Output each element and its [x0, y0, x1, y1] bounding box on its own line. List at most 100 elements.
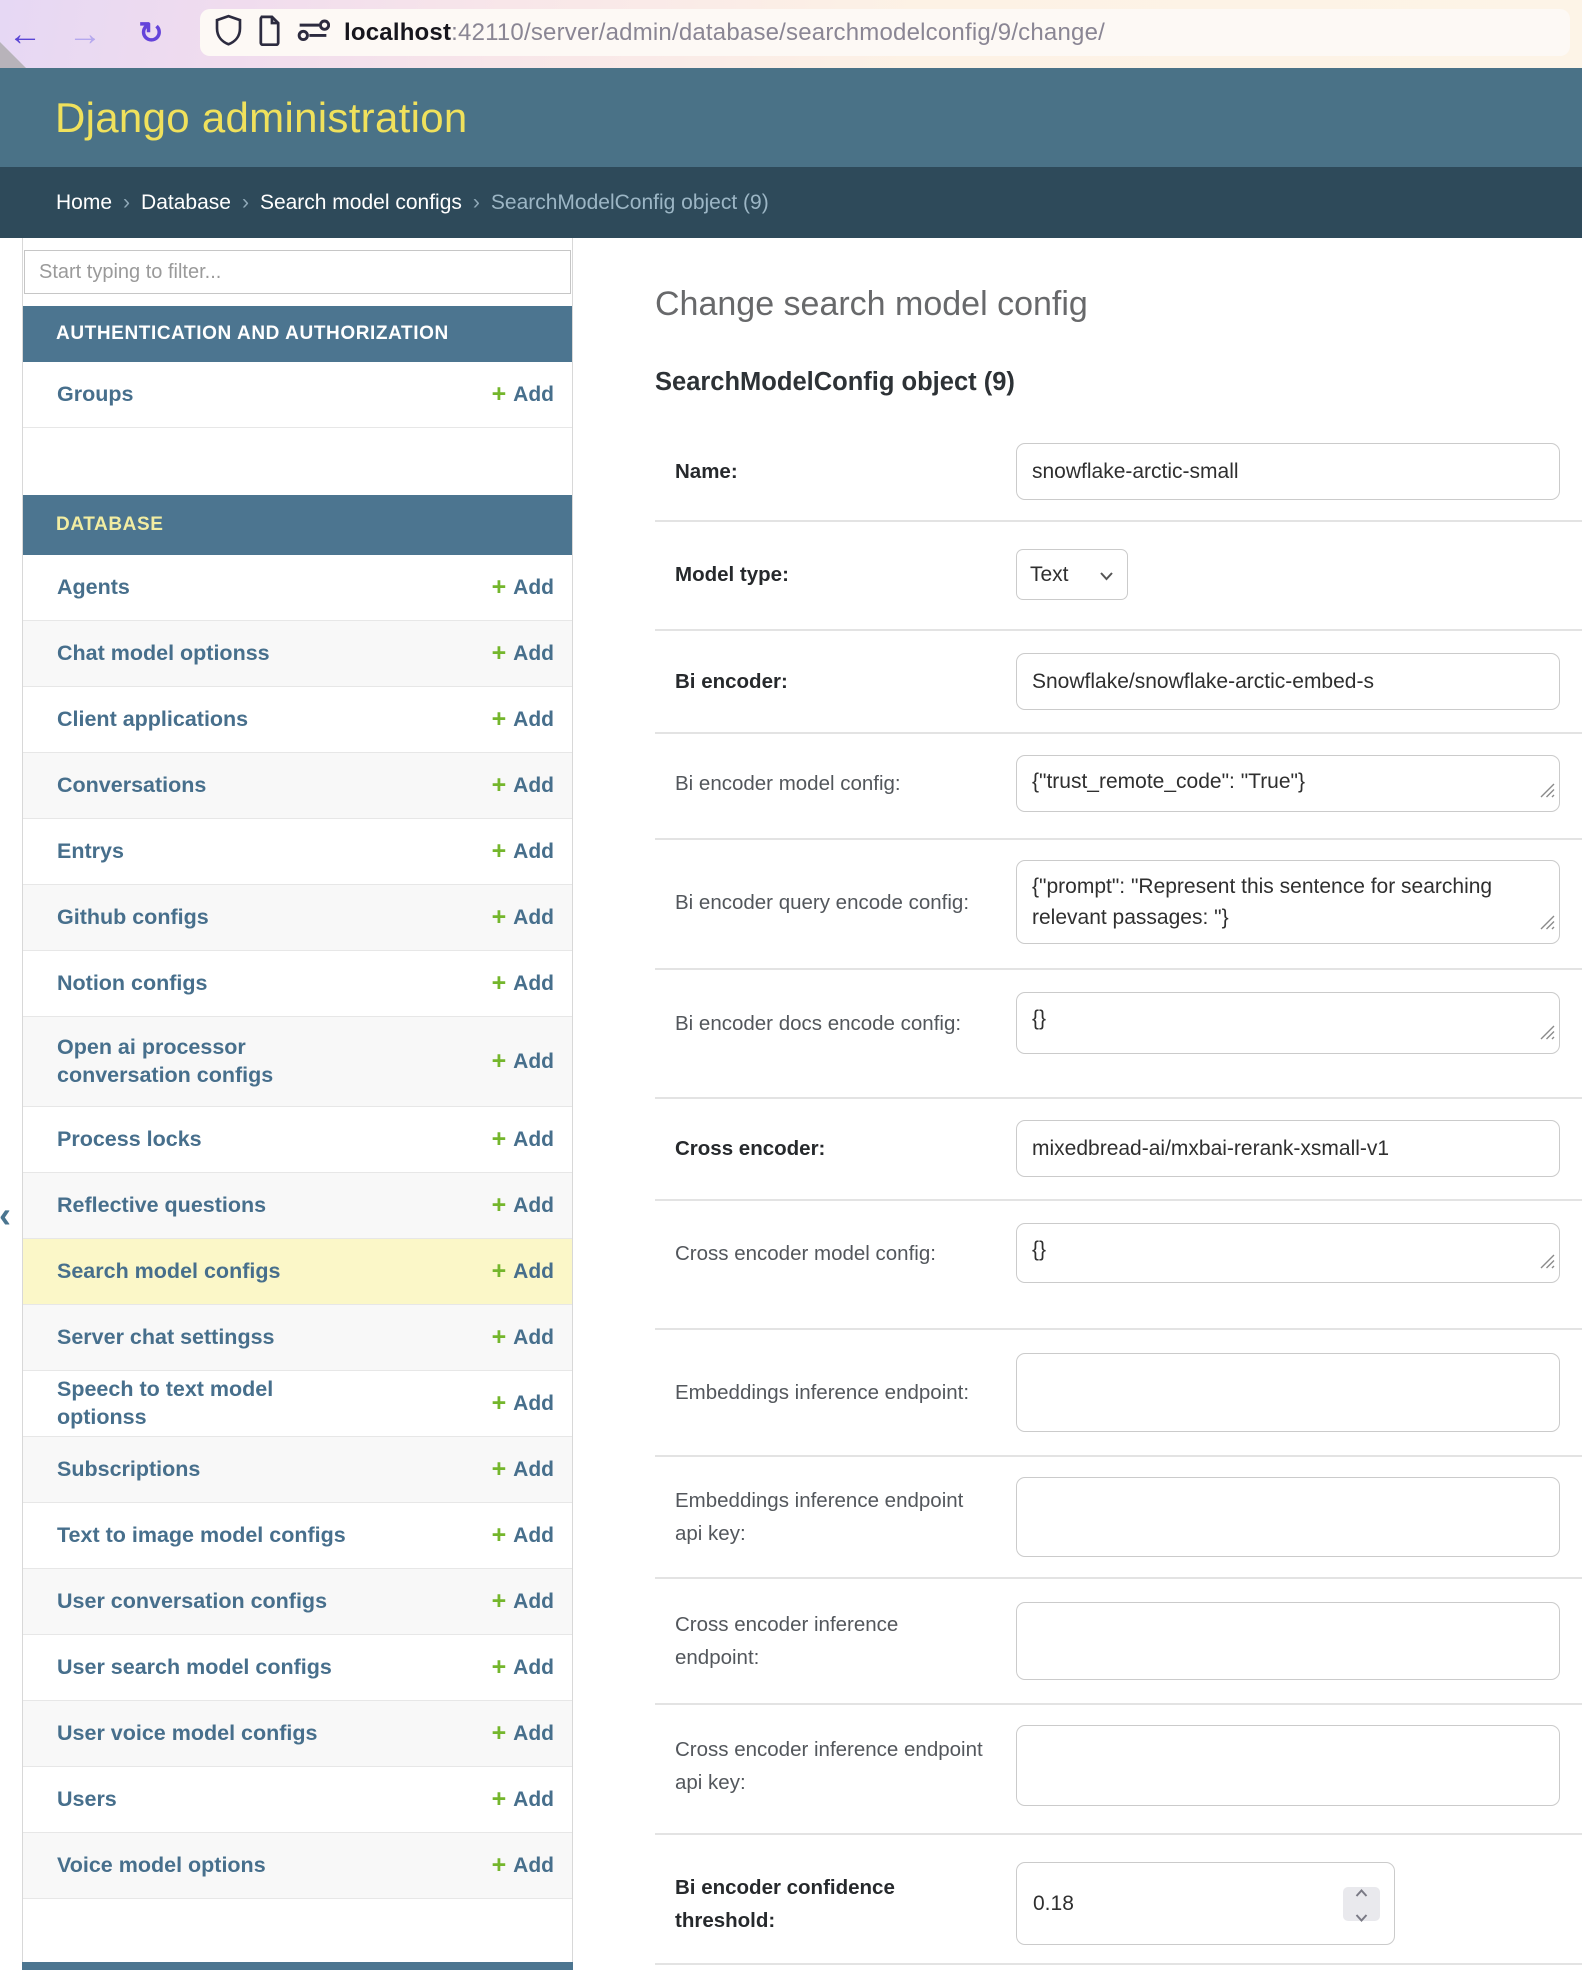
field-input[interactable] — [1016, 1477, 1560, 1557]
field-label: Cross encoder: — [675, 1137, 826, 1160]
sidebar-add-link[interactable]: + Add — [491, 1587, 554, 1615]
sidebar-add-link[interactable]: + Add — [491, 1521, 554, 1549]
page-icon[interactable] — [257, 14, 282, 51]
sidebar-model-link[interactable]: Conversations — [57, 772, 207, 797]
sidebar-add-link[interactable]: + Add — [491, 1785, 554, 1813]
field-label: Embeddings inference endpoint: — [675, 1381, 970, 1404]
breadcrumb-link[interactable]: Search model configs — [259, 190, 462, 214]
field-textarea[interactable]: {} — [1016, 992, 1560, 1054]
sidebar-model-row: Open ai processor conversation configs +… — [23, 1017, 572, 1107]
sidebar-nav: AUTHENTICATION AND AUTHORIZATION Groups … — [22, 238, 573, 1970]
field-textarea[interactable]: {} — [1016, 1223, 1560, 1283]
sidebar-model-link[interactable]: Client applications — [57, 706, 249, 731]
sidebar-section-caption[interactable]: DATABASE — [23, 495, 572, 555]
sidebar-add-link[interactable]: + Add — [491, 771, 554, 799]
number-input[interactable]: 0.18 — [1016, 1862, 1395, 1945]
field-textarea[interactable]: {"trust_remote_code": "True"} — [1016, 755, 1560, 812]
field-textarea[interactable]: {"prompt": "Represent this sentence for … — [1016, 860, 1560, 944]
browser-forward-button[interactable]: → — [62, 0, 108, 68]
sidebar-model-row: Search model configs + Add — [23, 1239, 572, 1305]
sidebar-add-link[interactable]: + Add — [491, 969, 554, 997]
sidebar-add-link[interactable]: + Add — [491, 1389, 554, 1417]
resize-grip-icon[interactable] — [1540, 908, 1555, 939]
sidebar-model-link[interactable]: Agents — [57, 574, 130, 599]
sidebar-model-link[interactable]: Search model configs — [57, 1258, 281, 1283]
field-label: Bi encoder confidence threshold: — [675, 1875, 895, 1932]
field-input[interactable]: mixedbread-ai/mxbai-rerank-xsmall-v1 — [1016, 1120, 1560, 1177]
plus-icon: + — [491, 1323, 507, 1351]
sidebar-model-link[interactable]: Groups — [57, 381, 134, 406]
sidebar-add-link[interactable]: + Add — [491, 573, 554, 601]
sidebar-model-link[interactable]: Entrys — [57, 838, 124, 863]
browser-back-button[interactable]: ← — [2, 0, 48, 68]
browser-reload-button[interactable]: ↻ — [128, 0, 174, 68]
breadcrumb-link[interactable]: Database — [141, 190, 231, 214]
shield-icon[interactable] — [214, 14, 243, 51]
sidebar-add-link[interactable]: + Add — [491, 1047, 554, 1075]
sidebar-model-link[interactable]: User search model configs — [57, 1654, 332, 1679]
sidebar-model-link[interactable]: Users — [57, 1786, 117, 1811]
plus-icon: + — [491, 771, 507, 799]
sidebar-add-link[interactable]: + Add — [491, 1191, 554, 1219]
browser-url-bar[interactable]: localhost:42110/server/admin/database/se… — [200, 9, 1570, 56]
sidebar-model-link[interactable]: Subscriptions — [57, 1456, 201, 1481]
site-title-link[interactable]: Django administration — [55, 93, 468, 141]
sidebar-model-row: Client applications + Add — [23, 687, 572, 753]
sidebar-add-link[interactable]: + Add — [491, 1719, 554, 1747]
plus-icon: + — [491, 1653, 507, 1681]
sidebar-add-link[interactable]: + Add — [491, 380, 554, 408]
sidebar-model-link[interactable]: Github configs — [57, 904, 209, 929]
form-row: Embeddings inference endpoint api key: — [655, 1477, 1582, 1557]
field-input[interactable]: Snowflake/snowflake-arctic-embed-s — [1016, 653, 1560, 710]
sidebar-filter-input[interactable] — [24, 250, 571, 294]
spinner-up-icon[interactable] — [1355, 1879, 1368, 1903]
permissions-icon[interactable] — [296, 17, 331, 48]
field-input[interactable]: snowflake-arctic-small — [1016, 443, 1560, 500]
field-input[interactable] — [1016, 1725, 1560, 1806]
sidebar-add-link[interactable]: + Add — [491, 903, 554, 931]
sidebar-add-link[interactable]: + Add — [491, 1455, 554, 1483]
sidebar-model-link[interactable]: Server chat settingss — [57, 1324, 275, 1349]
breadcrumb-link[interactable]: Home — [56, 190, 113, 214]
sidebar-add-link[interactable]: + Add — [491, 1851, 554, 1879]
resize-grip-icon[interactable] — [1540, 1018, 1555, 1049]
sidebar-model-row: Github configs + Add — [23, 885, 572, 951]
sidebar-model-link[interactable]: User voice model configs — [57, 1720, 318, 1745]
sidebar-add-link[interactable]: + Add — [491, 705, 554, 733]
sidebar-model-link[interactable]: Process locks — [57, 1126, 202, 1151]
sidebar-model-link[interactable]: Chat model optionss — [57, 640, 270, 665]
sidebar-model-link[interactable]: Speech to text model optionss — [57, 1376, 274, 1429]
sidebar-add-link[interactable]: + Add — [491, 1125, 554, 1153]
sidebar-model-link[interactable]: Open ai processor conversation configs — [57, 1034, 274, 1087]
model-type-select[interactable]: Text — [1016, 549, 1128, 600]
resize-grip-icon[interactable] — [1540, 1247, 1555, 1278]
resize-grip-icon[interactable] — [1540, 776, 1555, 807]
sidebar-add-link[interactable]: + Add — [491, 1323, 554, 1351]
input-value: snowflake-arctic-small — [1032, 459, 1239, 483]
form-row: Bi encoder model config: {"trust_remote_c… — [655, 755, 1582, 812]
plus-icon: + — [491, 639, 507, 667]
sidebar-model-link[interactable]: Voice model options — [57, 1852, 266, 1877]
sidebar-model-link[interactable]: Notion configs — [57, 970, 208, 995]
field-input[interactable] — [1016, 1353, 1560, 1432]
form-row: Name: snowflake-arctic-small — [655, 443, 1582, 500]
form-row-divider — [655, 968, 1582, 970]
textarea-value: {"prompt": "Represent this sentence for … — [1032, 875, 1493, 929]
number-spinner[interactable] — [1343, 1886, 1380, 1922]
sidebar-collapse-toggle[interactable]: ‹ — [0, 1196, 17, 1234]
sidebar-model-link[interactable]: User conversation configs — [57, 1588, 328, 1613]
sidebar-add-link[interactable]: + Add — [491, 1653, 554, 1681]
sidebar-add-link[interactable]: + Add — [491, 837, 554, 865]
sidebar-model-link[interactable]: Text to image model configs — [57, 1522, 346, 1547]
sidebar-model-link[interactable]: Reflective questions — [57, 1192, 267, 1217]
input-value: Snowflake/snowflake-arctic-embed-s — [1032, 669, 1374, 693]
field-input[interactable] — [1016, 1602, 1560, 1680]
sidebar-model-row: Users + Add — [23, 1767, 572, 1833]
plus-icon: + — [491, 1521, 507, 1549]
sidebar-section-caption[interactable]: AUTHENTICATION AND AUTHORIZATION — [23, 306, 572, 362]
sidebar-model-row: Text to image model configs + Add — [23, 1503, 572, 1569]
form-row-divider — [655, 1097, 1582, 1099]
sidebar-add-link[interactable]: + Add — [491, 1257, 554, 1285]
sidebar-add-link[interactable]: + Add — [491, 639, 554, 667]
spinner-down-icon[interactable] — [1355, 1904, 1368, 1928]
